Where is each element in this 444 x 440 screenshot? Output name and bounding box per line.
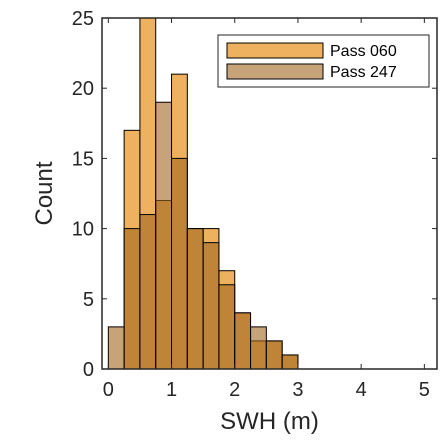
histogram-bar [186,228,204,370]
histogram-bars [107,17,299,370]
plot-frame [101,17,438,370]
histogram-bar [218,284,236,370]
histogram-bar [171,157,188,370]
histogram-bar [265,340,283,370]
y-tick-label: 15 [72,148,94,170]
y-tick-label: 20 [72,78,94,100]
x-tick-label: 3 [292,379,303,401]
y-tick-label: 0 [83,359,94,381]
histogram-bar [139,214,157,370]
x-tick-label: 2 [229,379,240,401]
histogram-bar [202,242,220,370]
histogram-bar [107,326,125,370]
legend-label: Pass 060 [330,43,397,60]
histogram-bar [281,354,299,370]
x-axis-label: SWH (m) [220,408,319,435]
y-axis-label: Count [31,161,58,225]
histogram-bar [155,101,173,370]
x-tick-label: 5 [419,379,430,401]
histogram-bar [123,228,141,370]
legend-label: Pass 247 [330,64,397,81]
histogram-bar [250,326,267,370]
y-tick-label: 25 [72,8,94,30]
legend-swatch [226,63,324,80]
legend-swatch [226,42,324,59]
y-tick-label: 5 [83,289,94,311]
x-axis-ticks: 0 1 2 3 4 5 [103,18,430,401]
y-tick-label: 10 [72,219,94,241]
legend: Pass 060 Pass 247 [217,34,430,88]
x-tick-label: 4 [356,379,367,401]
histogram-bar [234,312,252,370]
x-tick-label: 0 [103,379,114,401]
x-tick-label: 1 [166,379,177,401]
y-axis-ticks: 0 5 10 15 20 25 [72,8,437,381]
